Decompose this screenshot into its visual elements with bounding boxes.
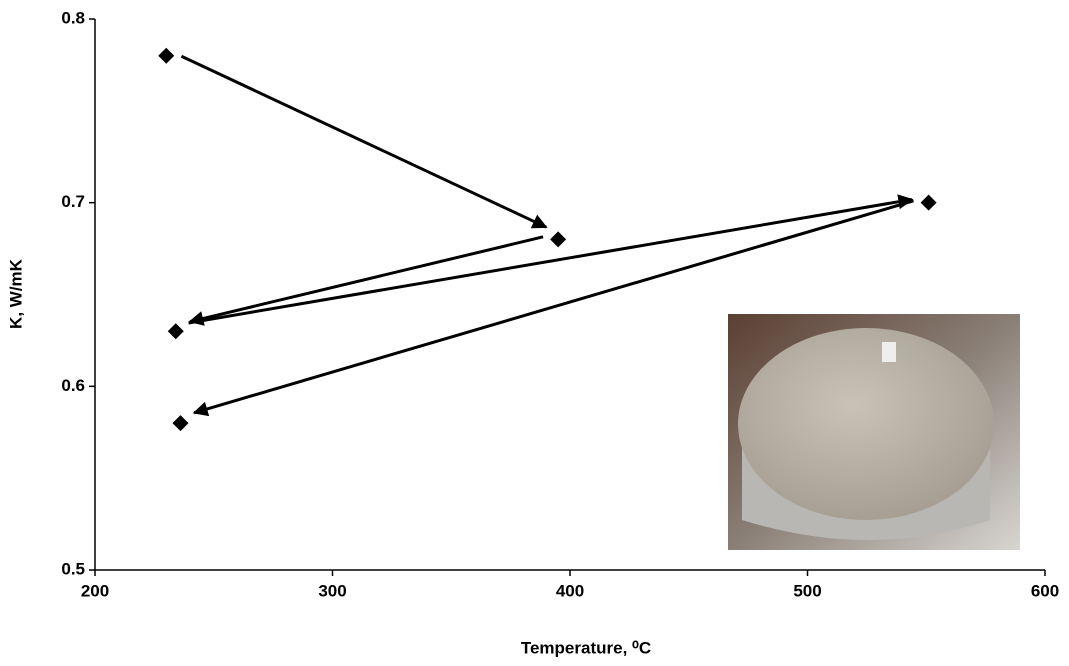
inset-photo — [728, 314, 1020, 550]
arrow — [180, 54, 548, 229]
x-tick-label: 300 — [318, 581, 346, 600]
x-axis-title: Temperature, ⁰C — [521, 638, 651, 657]
x-tick-label: 400 — [556, 581, 584, 600]
y-axis-title: K, W/mK — [6, 258, 25, 329]
data-point — [167, 323, 184, 340]
x-tick-label: 600 — [1031, 581, 1059, 600]
data-point — [550, 231, 567, 248]
arrow — [188, 194, 914, 325]
arrow — [188, 235, 544, 326]
y-tick-label: 0.5 — [61, 559, 85, 578]
arrow — [192, 199, 914, 417]
y-tick-label: 0.6 — [61, 376, 85, 395]
data-point — [172, 415, 189, 432]
x-tick-label: 200 — [81, 581, 109, 600]
y-tick-label: 0.8 — [61, 8, 85, 27]
data-point — [920, 194, 937, 211]
data-point — [158, 47, 175, 64]
y-tick-label: 0.7 — [61, 192, 85, 211]
x-tick-label: 500 — [793, 581, 821, 600]
